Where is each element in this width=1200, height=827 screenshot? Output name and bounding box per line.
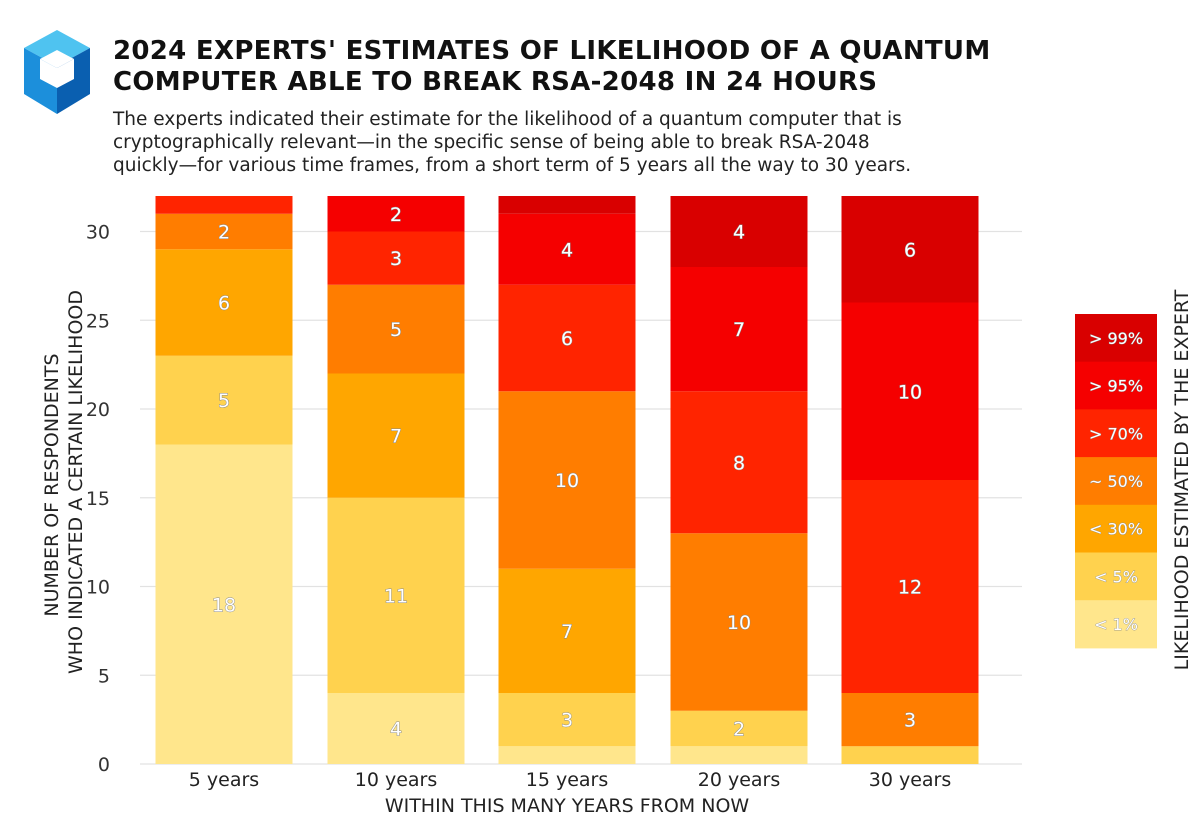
chart-title-line: COMPUTER ABLE TO BREAK RSA-2048 IN 24 HO…: [113, 67, 878, 97]
chart-title-line: 2024 EXPERTS' ESTIMATES OF LIKELIHOOD OF…: [113, 36, 991, 66]
legend-label: > 99%: [1089, 329, 1143, 348]
segment-value-label: 3: [904, 710, 916, 732]
y-tick-label: 10: [86, 577, 110, 599]
bar-segment-lt5: [841, 746, 979, 764]
bar-segment-gt70: [841, 480, 979, 693]
y-tick-label: 0: [98, 754, 110, 776]
y-axis-title-line: WHO INDICATED A CERTAIN LIKELIHOOD: [65, 290, 87, 674]
legend-swatch-gt70: [1075, 409, 1157, 458]
bar-segment-gt70: [155, 196, 293, 214]
bar-segment-p50: [155, 213, 293, 250]
segment-value-label: 10: [555, 470, 579, 492]
bar-segment-gt70: [498, 284, 636, 392]
bar-segment-lt5: [498, 693, 636, 747]
segment-value-label: 2: [390, 204, 402, 226]
legend-title: LIKELIHOOD ESTIMATED BY THE EXPERT: [1171, 289, 1193, 670]
x-tick-label: 20 years: [698, 769, 781, 791]
bar-segment-lt1: [327, 693, 465, 764]
bar-segment-lt30: [155, 249, 293, 356]
legend-swatch-lt1: [1075, 600, 1157, 649]
chart-subtitle-line: cryptographically relevant—in the specif…: [113, 132, 870, 153]
bar-segment-lt5: [155, 355, 293, 445]
y-tick-label: 5: [98, 665, 110, 687]
segment-value-label: 6: [561, 328, 573, 350]
bar-segment-gt95: [670, 267, 808, 392]
bar-segment-lt5: [670, 710, 808, 747]
bar-segment-lt5: [327, 497, 465, 693]
x-tick-label: 30 years: [869, 769, 952, 791]
bar-segment-gt95: [498, 213, 636, 285]
bar-segment-p50: [498, 391, 636, 569]
bar-segment-gt95: [327, 196, 465, 232]
segment-value-label: 6: [218, 293, 230, 315]
legend-swatch-gt95: [1075, 361, 1157, 410]
bar-segment-gt99: [841, 196, 979, 303]
bar-segment-lt1: [155, 444, 293, 764]
bar-segment-gt70: [327, 231, 465, 285]
legend-label: < 1%: [1094, 615, 1138, 634]
legend-swatch-lt5: [1075, 552, 1157, 601]
bar-segment-gt95: [841, 302, 979, 480]
segment-labels-layer: 18 5 6 2 4 11 7 5 3 2 3 7 10 6 4 2 10 8 7 4 3 12 10 6: [211, 203, 922, 741]
segment-value-label: 2: [733, 719, 745, 741]
segment-value-label: 11: [384, 585, 408, 607]
segment-value-label: 10: [898, 381, 922, 403]
bar-segment-lt30: [327, 373, 465, 498]
bar-segment-gt99: [670, 196, 808, 267]
bar-segment-p50: [841, 693, 979, 747]
segment-value-label: 5: [390, 319, 402, 341]
bar-segment-p50: [327, 284, 465, 374]
legend-swatch-lt30: [1075, 504, 1157, 553]
segment-value-label: 3: [561, 710, 573, 732]
segment-value-label: 7: [733, 319, 745, 341]
segment-value-label: 12: [898, 577, 922, 599]
chart-subtitle-line: The experts indicated their estimate for…: [113, 109, 902, 130]
x-tick-label: 5 years: [189, 769, 259, 791]
segment-value-label: 7: [390, 426, 402, 448]
y-tick-label: 15: [86, 488, 110, 510]
bar-segment-lt1: [670, 746, 808, 764]
bar-segment-gt99: [498, 196, 636, 214]
segment-value-label: 5: [218, 390, 230, 412]
segment-value-label: 3: [390, 248, 402, 270]
segment-value-label: 4: [561, 239, 573, 261]
legend-label: > 70%: [1089, 424, 1143, 443]
legend-swatch-gt99: [1075, 314, 1157, 363]
segment-value-label: 7: [561, 621, 573, 643]
x-tick-label: 15 years: [526, 769, 609, 791]
legend-label: ~ 50%: [1089, 472, 1143, 491]
bars-layer: [155, 196, 979, 764]
segment-value-label: 6: [904, 239, 916, 261]
legend-label: < 5%: [1094, 567, 1138, 586]
y-tick-label: 30: [86, 222, 110, 244]
x-tick-label: 10 years: [355, 769, 438, 791]
y-axis-title: NUMBER OF RESPONDENTS WHO INDICATED A CE…: [41, 290, 87, 674]
chart-subtitle: The experts indicated their estimate for…: [113, 108, 1113, 177]
bar-segment-p50: [670, 533, 808, 711]
x-axis-title: WITHIN THIS MANY YEARS FROM NOW: [385, 795, 750, 817]
legend-label: > 95%: [1089, 377, 1143, 396]
legend-label: < 30%: [1089, 520, 1143, 539]
segment-value-label: 4: [733, 222, 745, 244]
chart-title: 2024 EXPERTS' ESTIMATES OF LIKELIHOOD OF…: [113, 36, 1113, 98]
bar-segment-gt70: [670, 391, 808, 534]
y-tick-label: 20: [86, 399, 110, 421]
segment-value-label: 8: [733, 452, 745, 474]
y-tick-label: 25: [86, 310, 110, 332]
y-axis-title-line: NUMBER OF RESPONDENTS: [41, 353, 63, 616]
cube-logo-svg: [24, 30, 90, 114]
segment-value-label: 4: [390, 719, 402, 741]
segment-value-label: 10: [727, 612, 751, 634]
bar-segment-lt1: [498, 746, 636, 764]
cube-logo-icon: [22, 28, 92, 120]
segment-value-label: 18: [212, 594, 236, 616]
legend: > 99% > 95% > 70% ~ 50% < 30% < 5% < 1%: [1075, 314, 1157, 649]
segment-value-label: 2: [218, 222, 230, 244]
bar-segment-lt30: [498, 568, 636, 693]
legend-swatch-p50: [1075, 457, 1157, 506]
chart-subtitle-line: quickly—for various time frames, from a …: [113, 155, 912, 176]
